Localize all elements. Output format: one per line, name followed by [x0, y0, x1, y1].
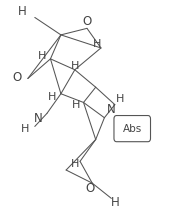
- Text: O: O: [82, 15, 92, 28]
- Text: H: H: [93, 39, 102, 49]
- Text: H: H: [21, 124, 29, 134]
- Text: O: O: [86, 182, 95, 195]
- FancyBboxPatch shape: [114, 116, 151, 142]
- Text: H: H: [71, 158, 79, 169]
- Text: N: N: [107, 102, 116, 116]
- Text: H: H: [72, 100, 81, 110]
- Text: H: H: [48, 92, 56, 102]
- Text: Abs: Abs: [123, 124, 142, 134]
- Text: H: H: [110, 196, 119, 209]
- Text: H: H: [71, 61, 79, 72]
- Text: H: H: [116, 94, 124, 104]
- Text: H: H: [38, 51, 46, 61]
- Text: O: O: [13, 71, 22, 84]
- Text: H: H: [18, 5, 27, 19]
- Text: N: N: [34, 112, 43, 125]
